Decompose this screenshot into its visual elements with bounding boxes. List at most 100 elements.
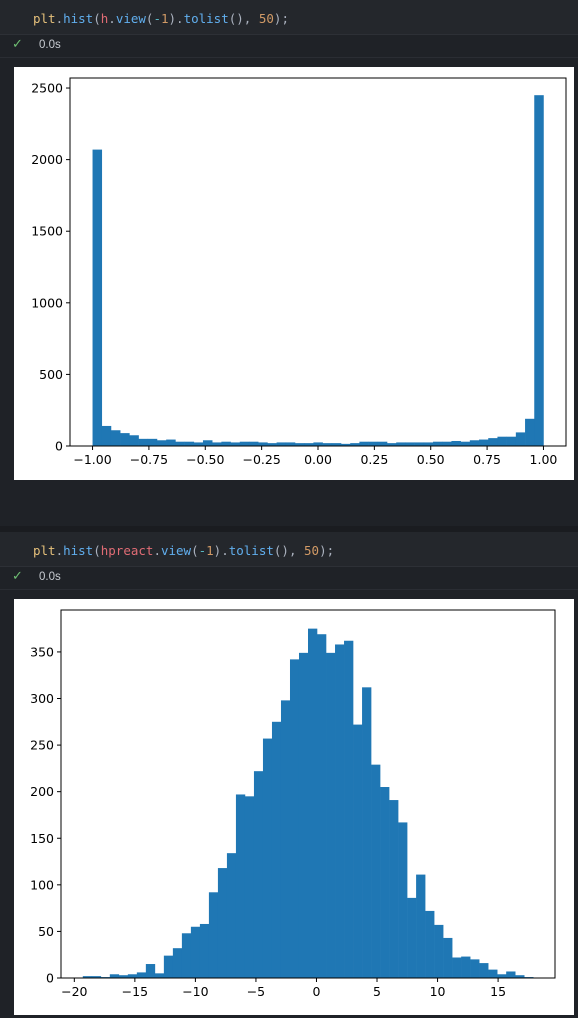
histogram-bar	[506, 971, 516, 978]
code-token: .	[153, 543, 161, 558]
code-token: h	[100, 11, 109, 26]
code-token: 50	[304, 543, 320, 558]
code-token: ,	[243, 11, 259, 26]
histogram-bar	[193, 442, 204, 446]
x-tick-label: −5	[247, 984, 265, 999]
cell-divider	[0, 526, 578, 532]
code-token: -	[198, 543, 207, 558]
x-tick-label: 5	[373, 984, 381, 999]
histogram-bar	[217, 868, 228, 978]
histogram-bar	[166, 439, 176, 446]
histogram-bar	[497, 974, 507, 978]
y-tick-label: 300	[30, 691, 54, 706]
histogram-bar	[405, 442, 415, 446]
code-token: tolist	[183, 11, 229, 26]
code-editor-2[interactable]: plt.hist(hpreact.view(-1).tolist(), 50);	[0, 532, 578, 567]
y-tick-label: 2500	[31, 81, 63, 96]
histogram-bar	[313, 442, 323, 446]
code-token: 1	[206, 543, 214, 558]
code-token: plt	[33, 11, 56, 26]
y-tick-label: 350	[30, 644, 54, 659]
histogram-bar	[136, 972, 147, 978]
x-tick-label: −0.25	[242, 452, 280, 467]
histogram-bar	[239, 441, 250, 446]
code-line-2[interactable]: plt.hist(hpreact.view(-1).tolist(), 50);	[33, 543, 334, 558]
histogram-bar	[461, 956, 471, 978]
execution-time: 0.0s	[39, 39, 61, 51]
code-token: ()	[228, 11, 244, 26]
histogram-bar	[199, 923, 210, 978]
histogram-bar	[353, 724, 363, 978]
histogram-bar	[380, 787, 390, 978]
histogram-bar	[396, 442, 406, 446]
histogram-bar	[267, 443, 277, 446]
histogram-bar	[181, 933, 192, 978]
histogram-bar	[469, 440, 480, 446]
histogram-bar	[443, 937, 453, 978]
histogram-bar	[479, 963, 489, 978]
notebook-cell-1: plt.hist(h.view(-1).tolist(), 50); ✓ 0.0…	[0, 0, 578, 480]
code-token: (	[93, 543, 101, 558]
x-tick-label: −0.50	[186, 452, 224, 467]
histogram-bar	[127, 974, 138, 978]
histogram-bar	[308, 628, 318, 978]
histogram-bar	[331, 443, 342, 446]
histogram-bar	[322, 443, 333, 446]
histogram-bar	[350, 443, 360, 446]
histogram-bar	[280, 700, 291, 978]
histogram-bar	[235, 794, 246, 978]
histogram-bar	[515, 432, 526, 446]
check-icon: ✓	[12, 37, 23, 52]
x-tick-label: −10	[182, 984, 208, 999]
y-tick-label: 100	[30, 877, 54, 892]
x-tick-label: 0	[312, 984, 320, 999]
histogram-bar	[289, 659, 300, 978]
histogram-bar	[414, 442, 425, 446]
code-editor-1[interactable]: plt.hist(h.view(-1).tolist(), 50);	[0, 0, 578, 35]
histogram-bar	[163, 955, 174, 978]
code-token: .	[55, 543, 64, 558]
histogram-bar	[423, 442, 434, 446]
histogram-bar	[506, 436, 517, 446]
x-tick-label: −20	[61, 984, 87, 999]
code-token: ()	[273, 543, 289, 558]
histogram-bar	[377, 441, 388, 446]
histogram-bar	[285, 442, 296, 446]
code-token: )	[168, 11, 177, 26]
histogram-bar	[442, 441, 452, 446]
histogram-bar	[154, 973, 165, 978]
y-tick-label: 500	[39, 367, 63, 382]
histogram-bar	[145, 964, 156, 978]
histogram-bar	[262, 738, 273, 978]
histogram-bar	[253, 771, 264, 978]
x-tick-label: 0.50	[417, 452, 445, 467]
code-token: .	[176, 11, 184, 26]
histogram-bar	[184, 441, 195, 446]
histogram-bar	[470, 959, 480, 978]
x-tick-label: −1.00	[73, 452, 111, 467]
histogram-bar	[129, 435, 139, 446]
cell-status-1: ✓ 0.0s	[0, 35, 578, 58]
histogram-bar	[110, 430, 121, 446]
histogram-bar	[147, 438, 158, 446]
histogram-bar	[226, 853, 237, 978]
y-tick-label: 50	[38, 924, 54, 939]
histogram-bar	[248, 441, 259, 446]
histogram-bar	[335, 644, 345, 978]
code-token: plt	[33, 543, 56, 558]
histogram-bar	[434, 924, 444, 978]
y-tick-label: 150	[30, 831, 54, 846]
histogram-bar	[515, 975, 525, 978]
histogram-bar	[208, 892, 219, 978]
y-tick-label: 2000	[31, 152, 63, 167]
code-line-1[interactable]: plt.hist(h.view(-1).tolist(), 50);	[33, 11, 289, 26]
code-token: (	[93, 11, 101, 26]
histogram-bar	[317, 634, 327, 978]
y-tick-label: 250	[30, 738, 54, 753]
histogram-bar	[221, 441, 231, 446]
code-token: hist	[63, 543, 94, 558]
code-token: (	[191, 543, 199, 558]
cell-output-2: −20 −15 −10 −5 0 5 10 15 0 50 100 150 200 250 300 350	[14, 599, 574, 1015]
x-tick-label: −15	[122, 984, 148, 999]
